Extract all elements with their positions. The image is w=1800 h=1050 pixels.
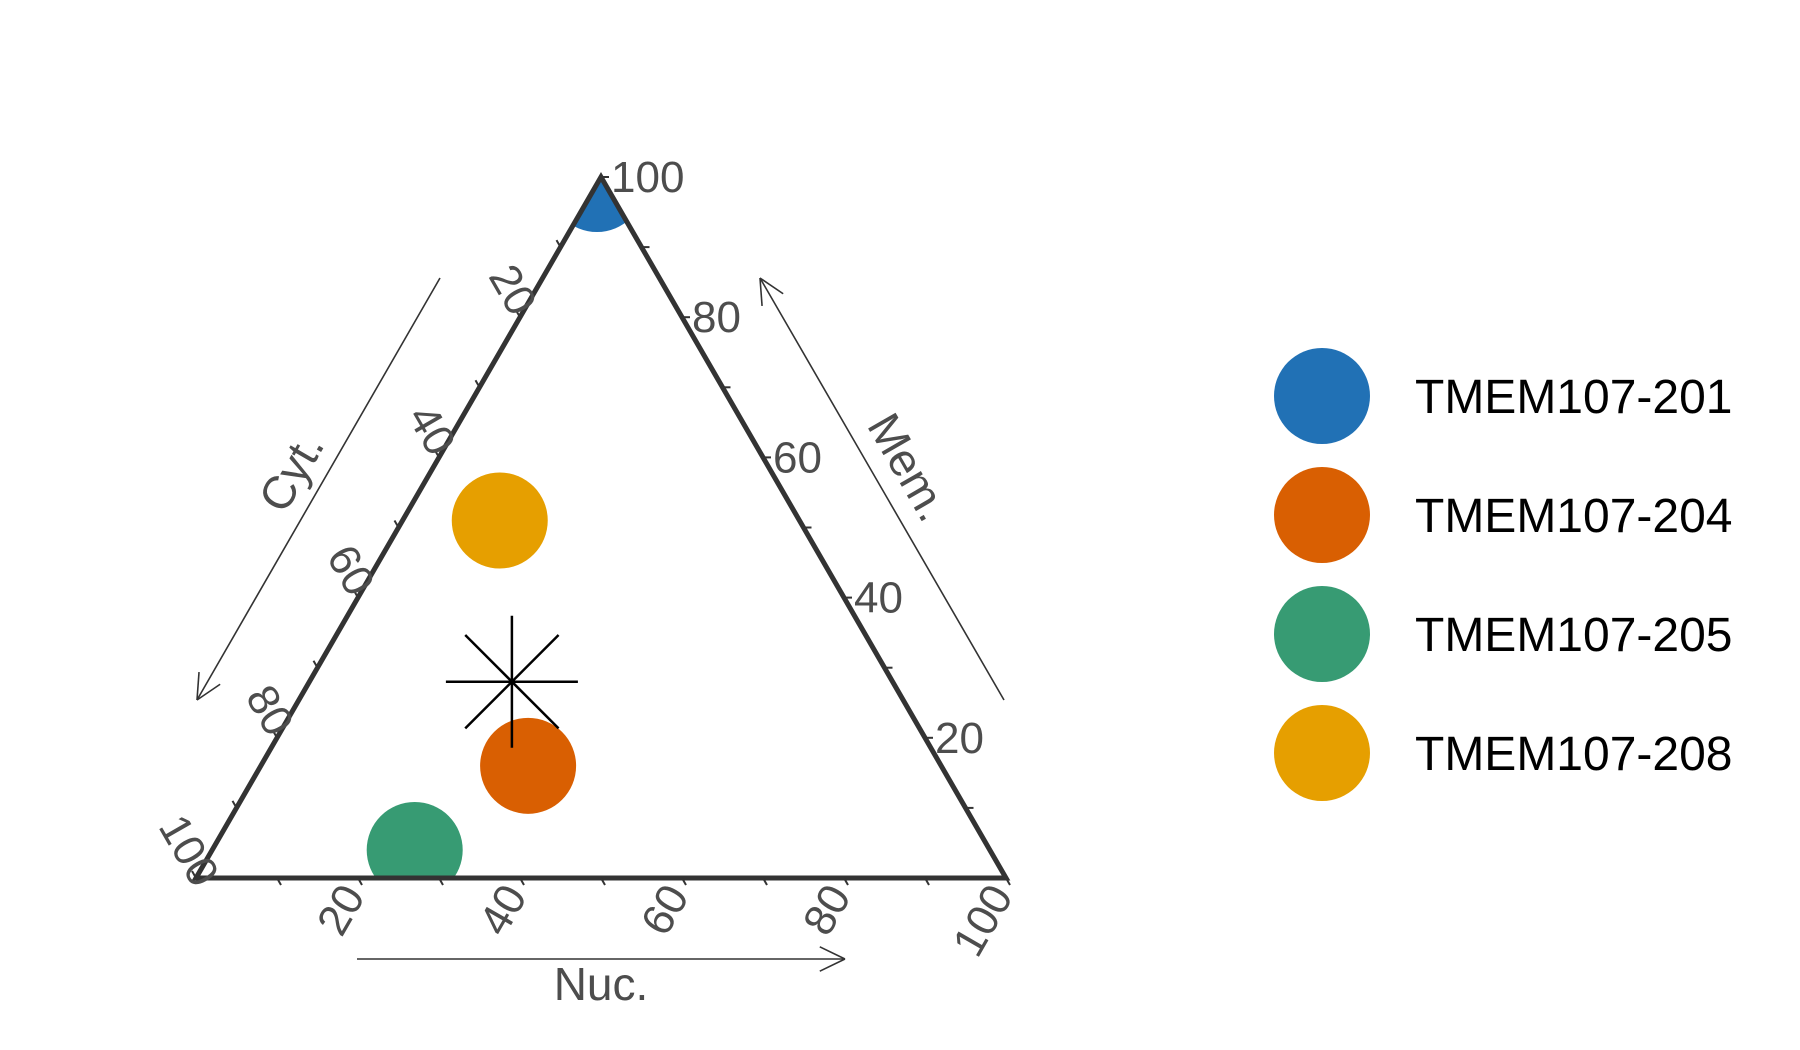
tick-mark	[357, 877, 363, 886]
tick-mark	[231, 800, 238, 809]
tick-mark	[515, 309, 521, 318]
cyt-tick-label: 40	[398, 397, 465, 464]
data-point	[451, 472, 548, 569]
tick-mark	[438, 877, 444, 886]
legend-item: TMEM107-204	[1274, 467, 1732, 563]
mem-tick-label: 80	[692, 293, 741, 342]
tick-mark	[519, 877, 525, 886]
tick-mark	[555, 239, 562, 248]
data-point	[480, 717, 577, 814]
left-axis-title-cyt: Cyt.	[248, 424, 334, 521]
nuc-arrow	[357, 946, 846, 972]
cyt-tick-label: 20	[479, 257, 546, 324]
legend-item: TMEM107-208	[1274, 705, 1732, 801]
nuc-tick-label: 60	[632, 877, 699, 944]
nuc-tick-label: 100	[944, 877, 1023, 965]
tick-mark	[1005, 877, 1011, 886]
asterisk-marker	[445, 615, 578, 748]
data-points	[366, 177, 645, 878]
legend-label: TMEM107-201	[1415, 371, 1732, 424]
tick-mark	[353, 590, 359, 599]
axis-arrows	[196, 277, 1005, 972]
cyt-tick-label: 80	[236, 677, 303, 744]
legend-swatch	[1274, 467, 1370, 563]
x-axis-title-nuc: Nuc.	[554, 958, 649, 1010]
tick-mark	[312, 660, 319, 669]
right-axis-title-mem: Mem.	[858, 404, 961, 530]
legend: TMEM107-201 TMEM107-204 TMEM107-205 TMEM…	[1274, 348, 1732, 801]
nuc-tick-label: 80	[794, 877, 861, 944]
tick-mark	[681, 877, 687, 886]
tick-mark	[600, 877, 606, 886]
legend-label: TMEM107-208	[1415, 728, 1732, 781]
mem-tick-label: 20	[935, 714, 984, 763]
nuc-tick-label: 40	[470, 877, 537, 944]
legend-swatch	[1274, 705, 1370, 801]
mem-arrow	[759, 277, 1005, 701]
mem-tick-label: 60	[773, 433, 822, 482]
cyt-tick-label: 100	[149, 807, 228, 895]
tick-mark	[272, 730, 278, 739]
tick-mark	[843, 877, 849, 886]
legend-item: TMEM107-205	[1274, 586, 1732, 682]
legend-swatch	[1274, 586, 1370, 682]
legend-item: TMEM107-201	[1274, 348, 1732, 444]
tick-mark	[393, 520, 400, 528]
tick-mark	[924, 877, 930, 886]
cyt-tick-label: 60	[317, 537, 384, 604]
ternary-frame	[191, 172, 1011, 881]
tick-mark	[434, 449, 440, 458]
asterisk-stroke	[464, 634, 560, 730]
tick-mark	[474, 379, 481, 388]
legend-swatch	[1274, 348, 1370, 444]
data-point	[366, 801, 463, 878]
mem-tick-label: 100	[611, 153, 684, 202]
mem-tick-label: 40	[854, 574, 903, 623]
tick-mark	[276, 877, 282, 886]
legend-label: TMEM107-205	[1415, 609, 1732, 662]
cyt-arrow	[196, 277, 441, 701]
tick-mark	[762, 877, 768, 886]
tick-mark	[191, 870, 197, 879]
legend-label: TMEM107-204	[1415, 490, 1732, 543]
nuc-tick-label: 20	[308, 877, 375, 944]
